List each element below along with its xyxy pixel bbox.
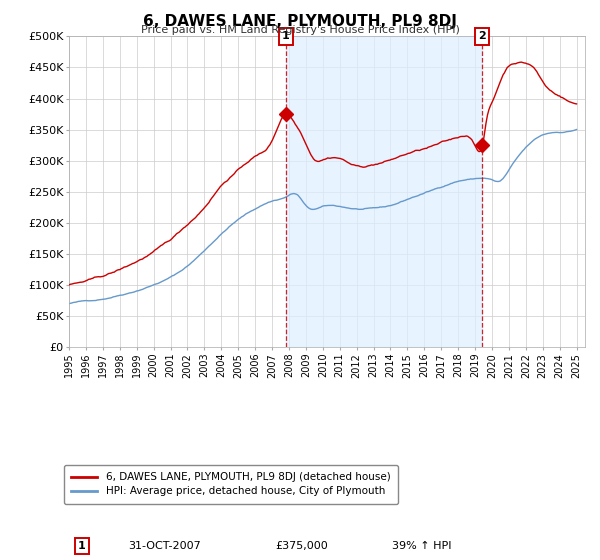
Text: 6, DAWES LANE, PLYMOUTH, PL9 8DJ: 6, DAWES LANE, PLYMOUTH, PL9 8DJ [143, 14, 457, 29]
Text: Price paid vs. HM Land Registry's House Price Index (HPI): Price paid vs. HM Land Registry's House … [140, 25, 460, 35]
Text: 1: 1 [78, 541, 86, 551]
Text: 2: 2 [478, 31, 486, 41]
Text: £375,000: £375,000 [275, 541, 328, 551]
Text: 39% ↑ HPI: 39% ↑ HPI [392, 541, 451, 551]
Legend: 6, DAWES LANE, PLYMOUTH, PL9 8DJ (detached house), HPI: Average price, detached : 6, DAWES LANE, PLYMOUTH, PL9 8DJ (detach… [64, 465, 398, 503]
Bar [286, 36, 482, 347]
Text: 31-OCT-2007: 31-OCT-2007 [128, 541, 201, 551]
Text: 1: 1 [282, 31, 290, 41]
